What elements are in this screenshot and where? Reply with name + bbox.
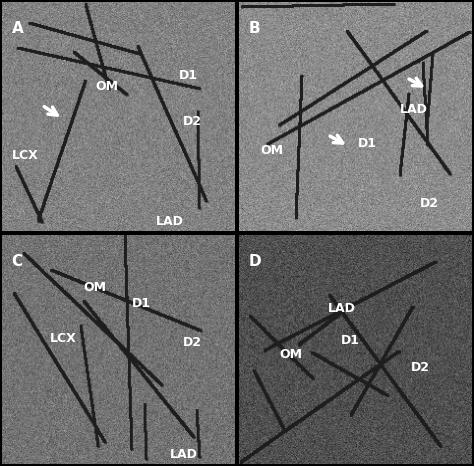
Text: LCX: LCX: [49, 332, 76, 344]
Text: D2: D2: [411, 361, 430, 374]
Text: D1: D1: [357, 137, 377, 151]
Text: OM: OM: [84, 281, 107, 295]
Text: C: C: [12, 254, 23, 268]
Text: D2: D2: [420, 197, 439, 210]
Text: D1: D1: [341, 334, 360, 347]
Text: A: A: [12, 21, 23, 35]
Text: D1: D1: [179, 69, 198, 82]
Text: LAD: LAD: [400, 103, 428, 116]
Text: LAD: LAD: [170, 448, 198, 461]
Text: B: B: [249, 21, 260, 35]
Text: LCX: LCX: [12, 149, 39, 162]
Text: D: D: [249, 254, 261, 268]
Text: OM: OM: [95, 80, 118, 93]
Text: OM: OM: [260, 144, 283, 157]
Text: LAD: LAD: [328, 302, 356, 315]
Text: D1: D1: [132, 297, 151, 310]
Text: D2: D2: [183, 115, 202, 128]
Text: OM: OM: [279, 348, 302, 361]
Text: LAD: LAD: [155, 215, 183, 228]
Text: D2: D2: [183, 336, 202, 349]
